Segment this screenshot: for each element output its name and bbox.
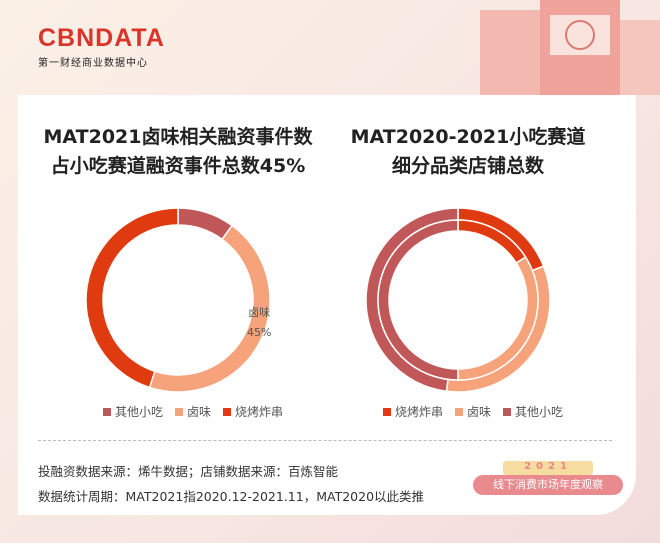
chart-title-right: MAT2020-2021小吃赛道 细分品类店铺总数 [350,126,586,177]
slice-其他小吃 [177,207,234,241]
legend-right: 烧烤炸串 卤味 其他小吃 [383,403,563,420]
donut-chart-left [85,207,271,393]
divider [38,440,612,441]
storefront-illustration [480,0,660,95]
legend-swatch [503,408,512,416]
brand-logo: CBNDATA 第一财经商业数据中心 [38,24,165,69]
legend-item: 烧烤炸串 [223,403,283,420]
donut-annotation: 卤味 45% [247,306,272,339]
annual-report-badge: 2021 线下消费市场年度观察 [473,461,623,497]
slice-其他小吃 [377,219,459,381]
chart-title-left: MAT2021卤味相关融资事件数 占小吃赛道融资事件总数45% [43,126,313,177]
legend-swatch [455,408,464,416]
logo-text: DATA [95,24,165,52]
legend-item: 卤味 [175,403,211,420]
legend-item: 卤味 [455,403,491,420]
donut-chart-right [365,207,551,393]
legend-left: 其他小吃 卤味 烧烤炸串 [103,403,283,420]
content-card: MAT2021卤味相关融资事件数 占小吃赛道融资事件总数45% MAT2020-2… [18,95,636,515]
data-source-note: 投融资数据来源：烯牛数据；店铺数据来源：百炼智能 [38,464,339,479]
slice-烧烤炸串 [85,207,179,389]
legend-swatch [103,408,111,416]
legend-swatch [175,408,184,416]
legend-item: 其他小吃 [503,403,563,420]
data-period-note: 数据统计周期：MAT2021指2020.12-2021.11，MAT2020以此… [38,489,425,504]
tagline: 第一财经商业数据中心 [38,58,148,69]
legend-item: 其他小吃 [103,403,163,420]
logo-text: CB [38,24,77,52]
legend-item: 烧烤炸串 [383,403,443,420]
legend-swatch [383,408,391,416]
legend-swatch [223,408,232,416]
logo-mark: N [76,24,96,52]
